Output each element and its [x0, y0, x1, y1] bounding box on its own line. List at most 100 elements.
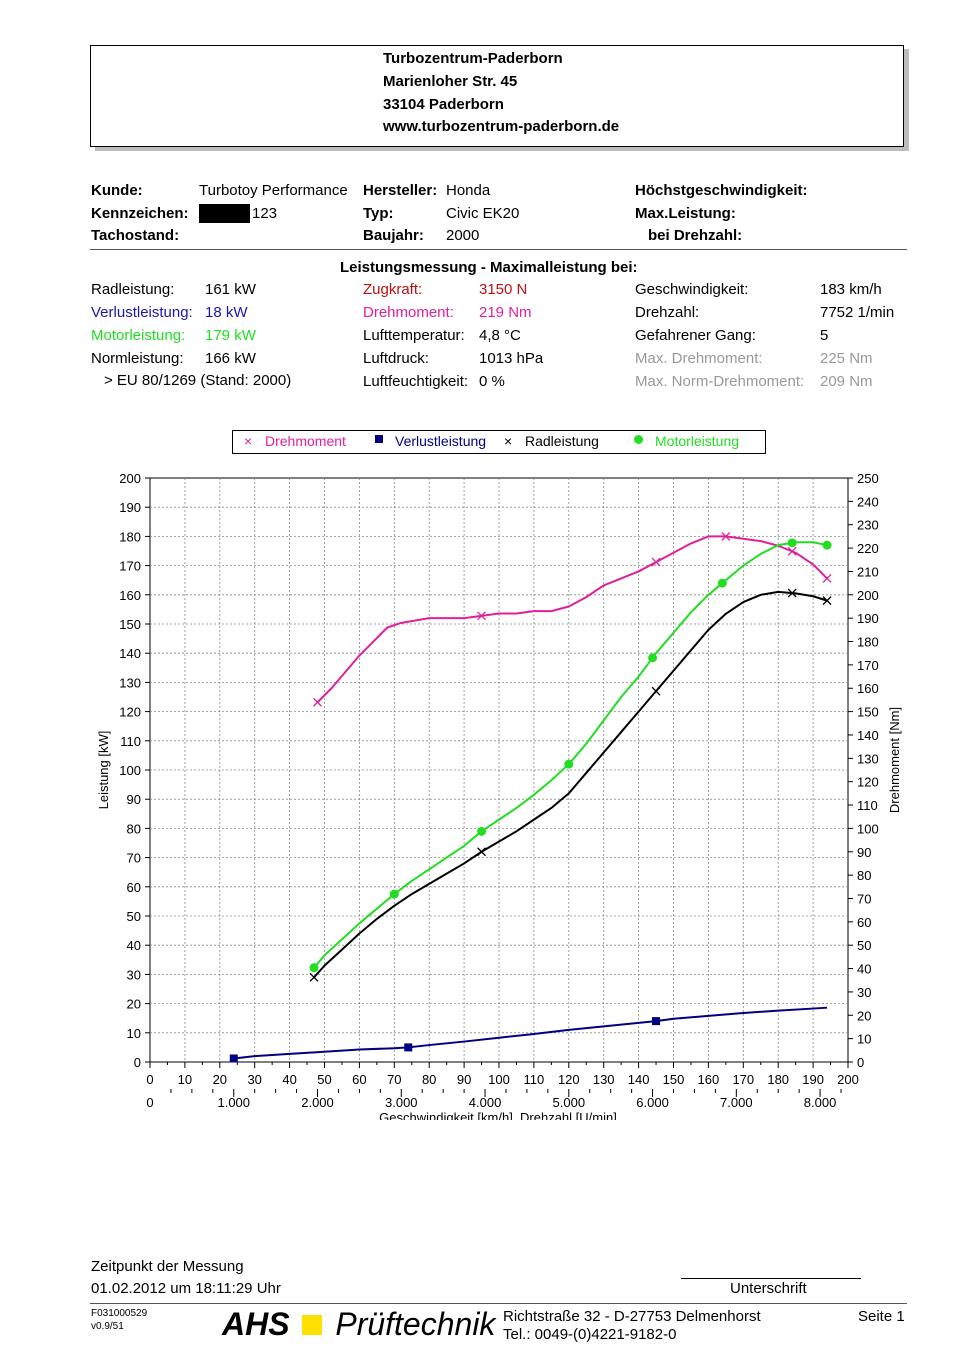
x-tick-label: 60: [352, 1072, 366, 1087]
legend-label-motorleistung: Motorleistung: [655, 433, 740, 449]
legend-marker-radleistung: ×: [504, 433, 513, 449]
meas-col2-label: Luftdruck:: [363, 350, 429, 367]
tachostand-label: Tachostand:: [91, 227, 180, 244]
marker-stroke: [477, 611, 487, 621]
data-point-radleistung: [787, 588, 797, 598]
data-point-verlustleistung: [652, 1017, 661, 1026]
typ-value: Civic EK20: [446, 205, 520, 222]
meas-col3-value: 183 km/h: [820, 281, 882, 298]
meas-col2-value: 3150 N: [479, 281, 528, 298]
y2-tick-label: 210: [857, 564, 879, 579]
meas-col1-label: Normleistung:: [91, 350, 184, 367]
y-tick-label: 180: [119, 529, 141, 544]
data-point-radleistung: [309, 972, 319, 982]
meas-col3-value: 225 Nm: [820, 350, 873, 367]
marker-stroke: [822, 573, 832, 583]
data-point-motorleistung: [822, 540, 832, 550]
x-tick-label: 200: [837, 1072, 859, 1087]
x-tick-label: 160: [698, 1072, 720, 1087]
chart-legend: × Drehmoment Verlustleistung × Radleistu…: [232, 430, 766, 454]
data-point-radleistung: [651, 686, 661, 696]
y2-tick-label: 90: [857, 845, 871, 860]
signature-label: Unterschrift: [730, 1280, 807, 1297]
y2-tick-label: 140: [857, 728, 879, 743]
y-tick-label: 140: [119, 646, 141, 661]
footer-divider: [90, 1303, 907, 1304]
zeitpunkt-label: Zeitpunkt der Messung: [91, 1258, 244, 1275]
marker-stroke: [651, 686, 661, 696]
rpm-tick-label: 7.000: [720, 1095, 753, 1110]
x-tick-label: 70: [387, 1072, 401, 1087]
y-tick-label: 100: [119, 763, 141, 778]
norm-note: > EU 80/1269 (Stand: 2000): [104, 372, 292, 389]
y2-tick-label: 200: [857, 588, 879, 603]
data-point-motorleistung: [564, 759, 574, 769]
y2-tick-label: 230: [857, 518, 879, 533]
y2-tick-label: 120: [857, 775, 879, 790]
y-tick-label: 70: [127, 851, 141, 866]
y-tick-label: 150: [119, 617, 141, 632]
zeitpunkt-value: 01.02.2012 um 18:11:29 Uhr: [91, 1280, 281, 1297]
y-tick-label: 20: [127, 997, 141, 1012]
marker-stroke: [787, 588, 797, 598]
chart-axes: 0 10 20 30 40 50 60 70 80 90 100 110 120 130 140 150 160…: [96, 471, 902, 1120]
y2-axis-title: Drehmoment [Nm]: [887, 707, 902, 813]
meas-col1-label: Motorleistung:: [91, 327, 186, 344]
y2-tick-label: 130: [857, 751, 879, 766]
y-tick-label: 120: [119, 705, 141, 720]
y2-tick-label: 60: [857, 915, 871, 930]
kunde-value: Turbotoy Performance: [199, 182, 348, 199]
legend-marker-verlustleistung: [375, 435, 383, 443]
data-point-drehmoment: [313, 697, 322, 707]
power-torque-chart: 0 10 20 30 40 50 60 70 80 90 100 110 120 130 140 150 160…: [96, 471, 902, 1120]
x-tick-label: 170: [732, 1072, 754, 1087]
chart-series: [229, 531, 832, 1063]
data-point-drehmoment: [721, 531, 731, 541]
x-tick-label: 140: [628, 1072, 650, 1087]
marker-stroke: [651, 557, 661, 567]
x-tick-label: 30: [247, 1072, 261, 1087]
y-tick-label: 170: [119, 559, 141, 574]
legend-label-verlustleistung: Verlustleistung: [395, 433, 487, 449]
y2-tick-label: 110: [857, 798, 878, 813]
rpm-tick-label: 2.000: [301, 1095, 334, 1110]
company-website: www.turbozentrum-paderborn.de: [383, 118, 620, 135]
x-tick-label: 90: [457, 1072, 471, 1087]
marker-stroke: [822, 596, 832, 606]
company-street: Marienloher Str. 45: [383, 73, 518, 90]
legend-label-drehmoment: Drehmoment: [265, 433, 346, 449]
y2-tick-label: 250: [857, 471, 879, 486]
y2-tick-label: 30: [857, 985, 871, 1000]
meas-col1-value: 179 kW: [205, 327, 256, 344]
hoechstgeschwindigkeit-label: Höchstgeschwindigkeit:: [635, 182, 808, 199]
x-axis-title: Geschwindigkeit [km/h], Drehzahl [U/min]: [379, 1110, 617, 1120]
y-tick-label: 190: [119, 500, 141, 515]
x-tick-label: 110: [524, 1072, 545, 1087]
meas-col1-value: 161 kW: [205, 281, 256, 298]
marker-stroke: [313, 697, 322, 707]
y-tick-label: 200: [119, 471, 141, 486]
y-tick-label: 50: [127, 909, 141, 924]
data-point-motorleistung: [389, 889, 399, 899]
company-city: 33104 Paderborn: [383, 96, 504, 113]
legend-label-radleistung: Radleistung: [525, 433, 599, 449]
meas-col1-label: Radleistung:: [91, 281, 175, 298]
y2-tick-label: 220: [857, 541, 879, 556]
y2-tick-label: 150: [857, 705, 879, 720]
measurement-title: Leistungsmessung - Maximalleistung bei:: [340, 259, 638, 276]
x-tick-label: 0: [146, 1072, 153, 1087]
meas-col2-value: 4,8 °C: [479, 327, 521, 344]
marker-stroke: [477, 847, 487, 857]
meas-col3-value: 7752 1/min: [820, 304, 895, 321]
y-tick-label: 60: [127, 880, 141, 895]
y-tick-label: 0: [134, 1055, 141, 1070]
data-point-radleistung: [477, 847, 487, 857]
page-number: Seite 1: [858, 1308, 905, 1325]
series-line-drehmoment: [316, 535, 828, 703]
company-name: Turbozentrum-Paderborn: [383, 50, 563, 67]
meas-col2-label: Lufttemperatur:: [363, 327, 465, 344]
form-code: F031000529: [91, 1308, 148, 1319]
kennzeichen-label: Kennzeichen:: [91, 205, 189, 222]
footer-phone: Tel.: 0049-(0)4221-9182-0: [503, 1326, 677, 1343]
y-tick-label: 10: [127, 1026, 141, 1041]
